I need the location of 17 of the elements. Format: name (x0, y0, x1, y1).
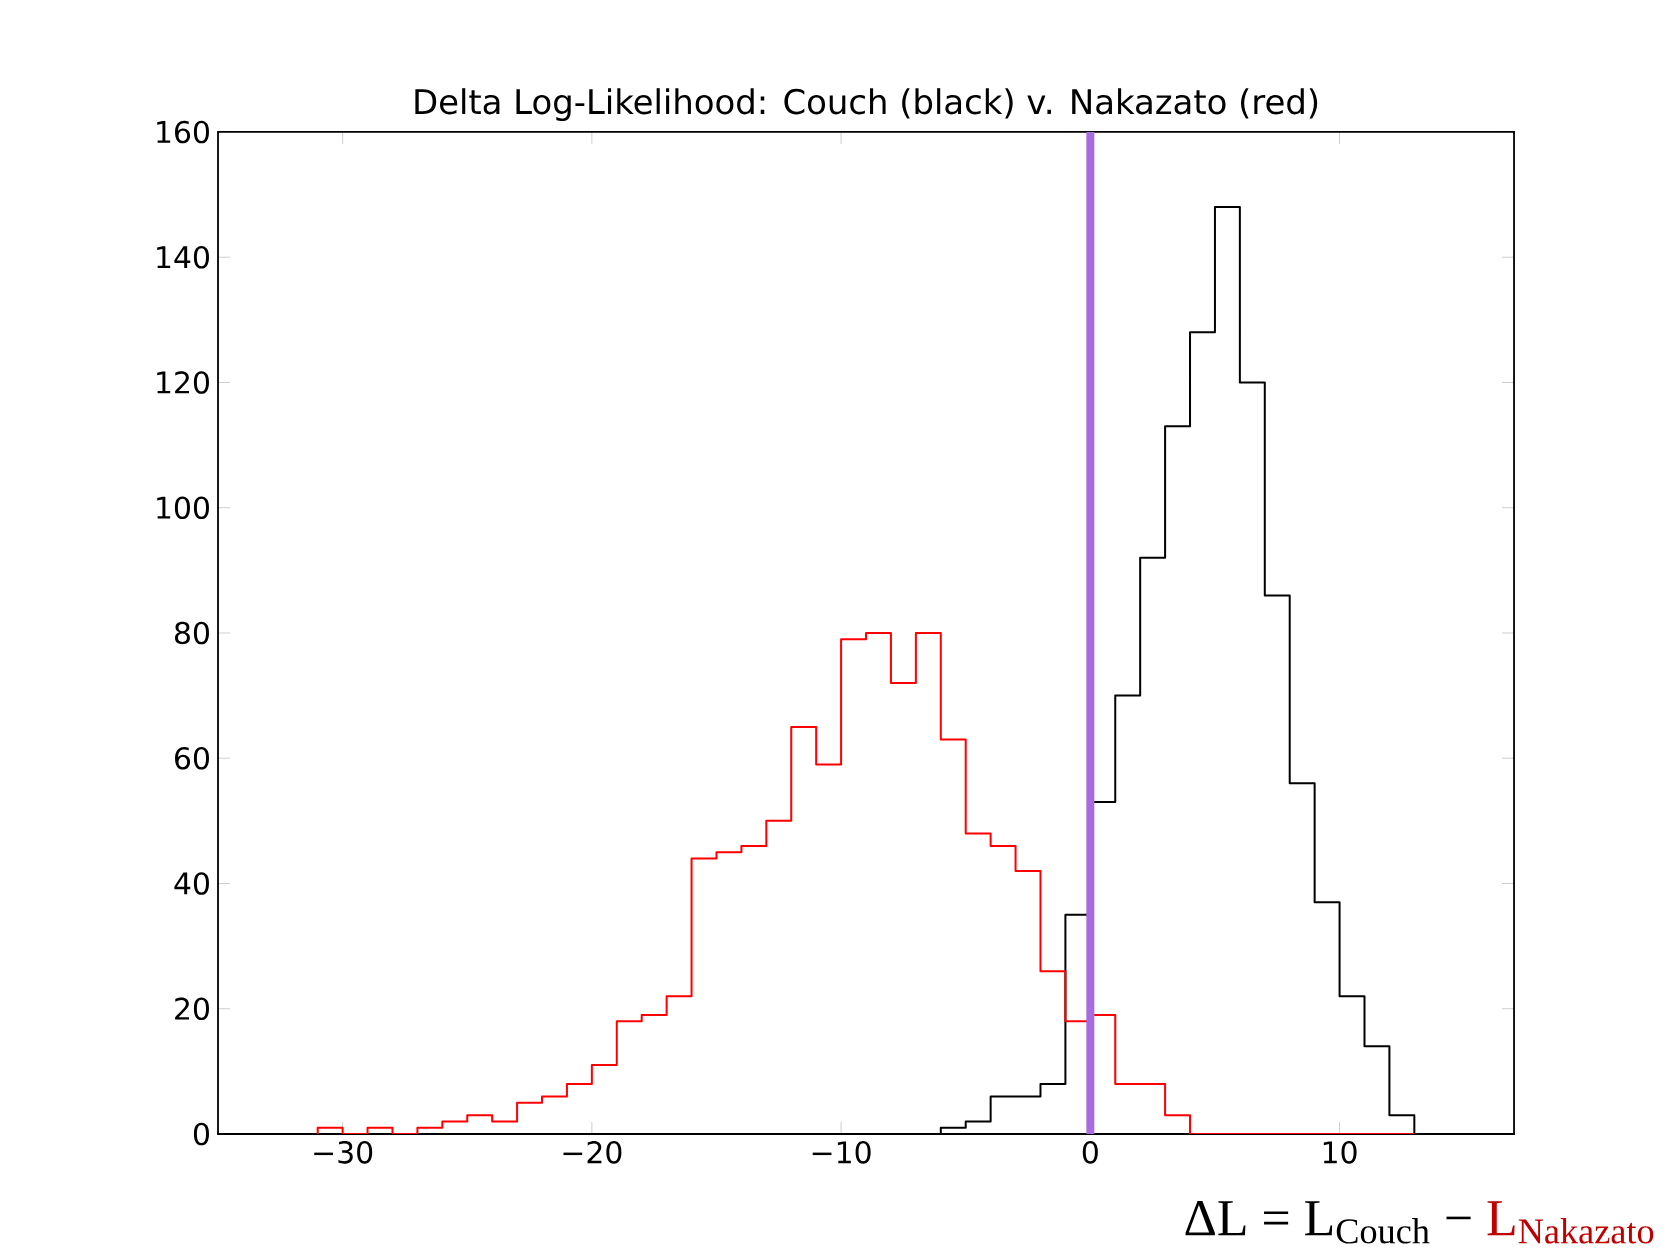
y-tick-label: 100 (157, 496, 209, 520)
y-tick-label: 60 (175, 746, 209, 770)
text: L$_{Nakazato}$ (1487, 1201, 1654, 1244)
y-tick-label: 40 (174, 872, 209, 895)
x-tick-label: 0 (1082, 1141, 1098, 1164)
y-tick-label: 80 (174, 621, 209, 645)
x-tick-label: 10 (1323, 1141, 1357, 1164)
y-tick-label: 120 (157, 371, 209, 394)
x-tick-label: −10 (812, 1141, 871, 1164)
text: ΔL = L$_{Couch}$ − (1185, 1200, 1471, 1244)
x-tick-label: −30 (314, 1141, 373, 1164)
y-tick-label: 0 (193, 1122, 209, 1146)
y-tick-label: 20 (175, 997, 209, 1021)
y-tick-label: 160 (157, 120, 209, 144)
x-tick-label: −20 (563, 1141, 622, 1164)
y-tick-label: 140 (157, 245, 209, 269)
chart-title: Delta Log-Likelihood: Couch (black) v. Nakazato (red) (415, 88, 1318, 121)
